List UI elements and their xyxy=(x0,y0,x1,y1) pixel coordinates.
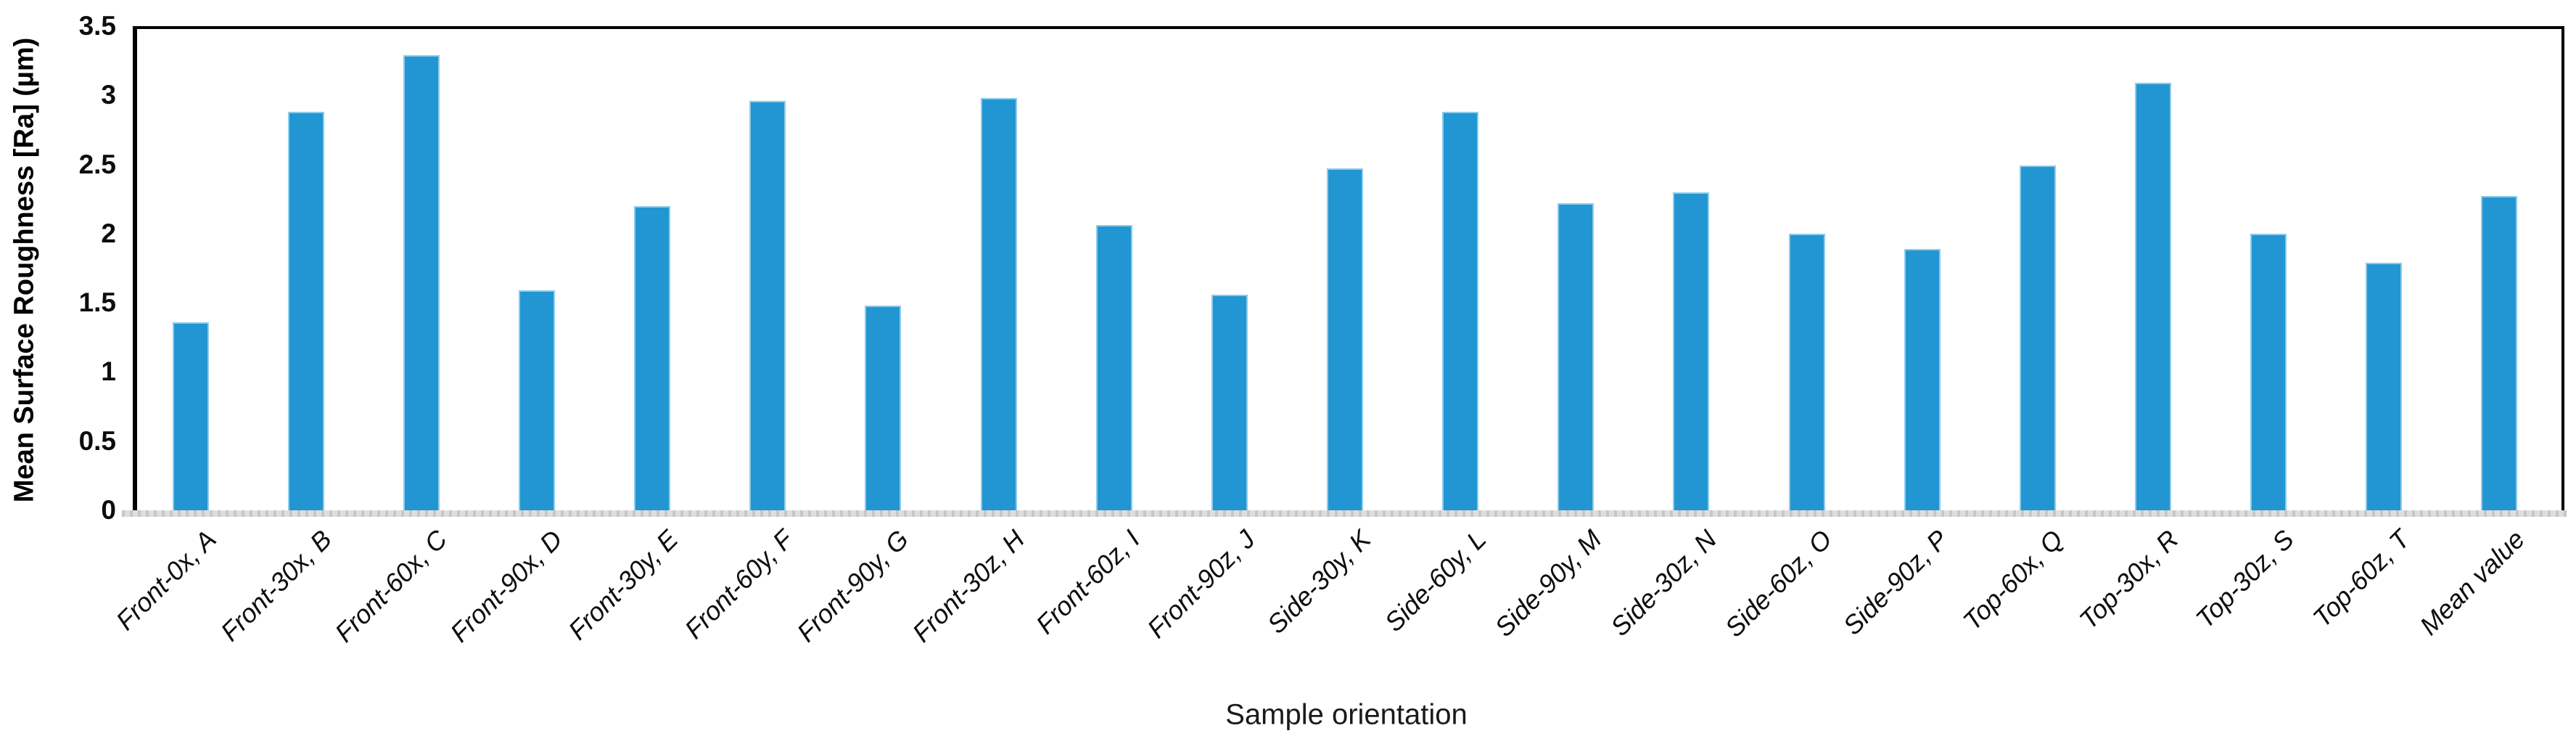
bar-Front-90x, D xyxy=(519,290,555,510)
bar-Top-30z, S xyxy=(2250,234,2287,510)
y-tick-label: 2.5 xyxy=(78,149,116,179)
bar-Side-90y, M xyxy=(1557,203,1594,510)
y-tick-label: 2 xyxy=(101,218,116,248)
bar-Side-90z, P xyxy=(1904,249,1941,510)
bar-Mean value xyxy=(2481,196,2518,510)
bar-Front-90y, G xyxy=(865,306,902,510)
y-tick-label: 1 xyxy=(101,356,116,387)
bar-Top-30x, R xyxy=(2135,83,2171,510)
bar-Front-60x, C xyxy=(403,55,440,510)
bar-Top-60x, Q xyxy=(2019,165,2056,510)
bar-Side-60y, L xyxy=(1442,112,1479,510)
bar-Front-30x, B xyxy=(287,112,324,510)
bar-Front-60z, I xyxy=(1095,225,1132,510)
bar-Side-30y, K xyxy=(1327,168,1363,510)
bar-Top-60z, T xyxy=(2366,263,2403,510)
bar-Side-30z, N xyxy=(1673,192,1710,510)
y-tick-label: 0 xyxy=(101,495,116,525)
y-tick-label: 3 xyxy=(101,80,116,110)
y-tick-label: 3.5 xyxy=(78,11,116,41)
x-axis-line xyxy=(122,510,2567,517)
bar-Front-90z, J xyxy=(1211,295,1248,510)
y-tick-label: 0.5 xyxy=(78,425,116,456)
bar-Front-30y, E xyxy=(634,206,671,510)
bar-Front-30z, H xyxy=(980,98,1017,510)
bar-Front-60y, F xyxy=(749,101,786,510)
bar-Side-60z, O xyxy=(1788,234,1825,510)
bar-Front-0x, A xyxy=(172,322,209,510)
y-tick-label: 1.5 xyxy=(78,287,116,318)
